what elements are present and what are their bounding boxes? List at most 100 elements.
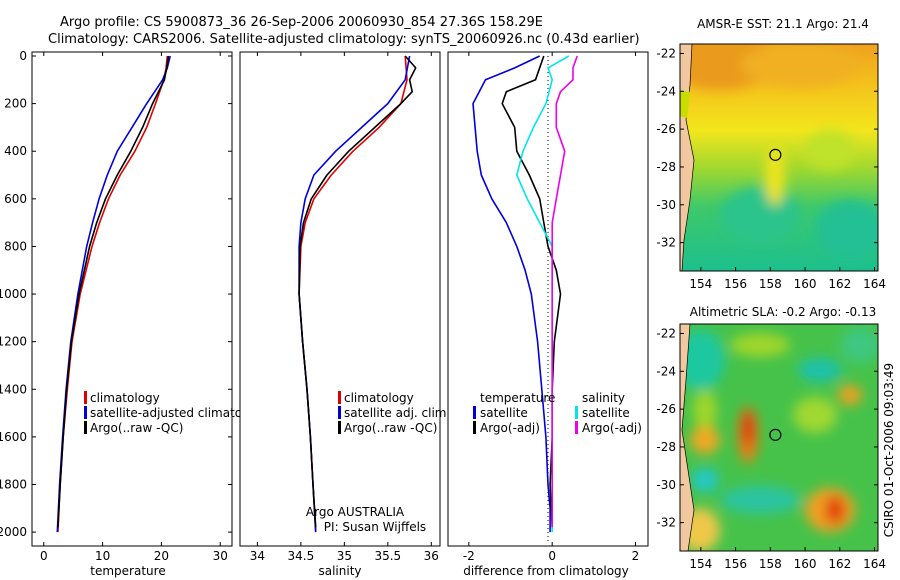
depth-tick-label: 1800 xyxy=(0,477,27,491)
lat-tick-label: -32 xyxy=(656,236,676,250)
x-tick-label: 2 xyxy=(632,549,640,563)
lon-tick-label: 162 xyxy=(828,557,851,571)
depth-tick-label: 200 xyxy=(4,97,27,111)
lon-tick-label: 154 xyxy=(689,277,712,291)
legend-satellite: satellite-adjusted climatolog xyxy=(90,406,260,420)
sst-map-axes: 154 156 158 160 162 164 -22 -24 -26 -28 -30 -32 xyxy=(656,46,886,291)
difference-x-axis: -2 0 2 xyxy=(463,52,639,563)
lon-tick-label: 160 xyxy=(794,557,817,571)
temperature-x-label: temperature xyxy=(90,564,165,578)
x-tick-label: -2 xyxy=(463,549,475,563)
legend-argo: Argo(..raw -QC) xyxy=(344,421,437,435)
series-salinity-argo xyxy=(551,55,578,528)
temperature-x-axis: 0 10 20 30 xyxy=(40,52,228,563)
temperature-lines xyxy=(56,55,171,533)
series-argo xyxy=(298,55,417,528)
legend-swatch-sal-argo xyxy=(575,421,578,434)
lat-tick-label: -30 xyxy=(656,478,676,492)
legend-sal-satellite: satellite xyxy=(582,406,630,420)
difference-panel: -2 0 2 difference from climatology tempera… xyxy=(447,51,649,578)
lon-tick-label: 154 xyxy=(689,557,712,571)
difference-legend: temperature satellite Argo(-adj) salinit… xyxy=(473,391,642,435)
lon-tick-label: 160 xyxy=(794,277,817,291)
depth-tick-label: 1600 xyxy=(0,430,27,444)
lon-tick-label: 164 xyxy=(863,557,886,571)
temperature-plot-frame xyxy=(31,51,233,547)
depth-tick-label: 0 xyxy=(19,49,27,63)
legend-temp-argo: Argo(-adj) xyxy=(480,421,540,435)
legend-climatology: climatology xyxy=(90,391,160,405)
difference-lines xyxy=(472,55,578,533)
lat-tick-label: -22 xyxy=(656,326,676,340)
depth-tick-label: 800 xyxy=(4,239,27,253)
lat-tick-label: -22 xyxy=(656,46,676,60)
lat-tick-label: -24 xyxy=(656,364,676,378)
argo-australia-label: Argo AUSTRALIA xyxy=(306,505,405,519)
salinity-x-label: salinity xyxy=(318,564,361,578)
argo-float-marker xyxy=(769,428,782,441)
lat-tick-label: -26 xyxy=(656,122,676,136)
csiro-timestamp: CSIRO 01-Oct-2006 09:03:49 xyxy=(882,363,896,537)
lon-tick-label: 158 xyxy=(759,277,782,291)
x-tick-label: 0 xyxy=(548,549,556,563)
lat-tick-label: -30 xyxy=(656,198,676,212)
salinity-panel: 34 34.5 35 35.5 36 salinity climatology sate… xyxy=(239,51,450,578)
legend-swatch-satellite xyxy=(338,406,341,419)
sst-nodata xyxy=(680,90,690,118)
lat-tick-label: -26 xyxy=(656,402,676,416)
sla-landmass xyxy=(680,324,695,551)
legend-salinity-heading: salinity xyxy=(582,391,625,405)
temperature-legend: climatology satellite-adjusted climatolo… xyxy=(84,391,260,435)
salinity-lines xyxy=(298,55,417,533)
salinity-legend: climatology satellite adj. clim. Argo(..… xyxy=(338,391,450,435)
sla-map-axes: 154 156 158 160 162 164 -22 -24 -26 -28 -30 -32 xyxy=(656,326,886,571)
x-tick-label: 35 xyxy=(337,549,352,563)
depth-tick-label: 400 xyxy=(4,144,27,158)
legend-temp-satellite: satellite xyxy=(480,406,528,420)
legend-swatch-temp-argo xyxy=(473,421,476,434)
legend-sal-argo: Argo(-adj) xyxy=(582,421,642,435)
lon-tick-label: 162 xyxy=(828,277,851,291)
sla-map-panel: Altimetric SLA: -0.2 Argo: -0.13 xyxy=(656,305,886,571)
depth-tick-label: 1000 xyxy=(0,287,27,301)
pi-label: PI: Susan Wijffels xyxy=(324,520,426,534)
sst-map-frame xyxy=(679,43,879,272)
legend-temperature-heading: temperature xyxy=(480,391,555,405)
x-tick-label: 34.5 xyxy=(288,549,315,563)
sla-map-title: Altimetric SLA: -0.2 Argo: -0.13 xyxy=(690,305,877,319)
legend-satellite: satellite adj. clim. xyxy=(344,406,450,420)
legend-swatch-satellite xyxy=(84,406,87,419)
depth-tick-label: 2000 xyxy=(0,525,27,539)
legend-swatch-argo xyxy=(84,421,87,434)
sst-heatmap xyxy=(680,44,878,271)
sst-map-panel: AMSR-E SST: 21.1 Argo: 21.4 154 156 158 160… xyxy=(656,17,886,291)
x-tick-label: 20 xyxy=(154,549,169,563)
legend-swatch-climatology xyxy=(338,391,341,404)
legend-swatch-sal-satellite xyxy=(575,406,578,419)
depth-tick-label: 600 xyxy=(4,192,27,206)
legend-argo: Argo(..raw -QC) xyxy=(90,421,183,435)
x-tick-label: 0 xyxy=(40,549,48,563)
legend-climatology: climatology xyxy=(344,391,414,405)
lon-tick-label: 164 xyxy=(863,277,886,291)
x-tick-label: 34 xyxy=(250,549,265,563)
sla-heatmap xyxy=(680,324,878,551)
x-tick-label: 30 xyxy=(213,549,228,563)
depth-tick-label: 1200 xyxy=(0,335,27,349)
x-tick-label: 10 xyxy=(95,549,110,563)
x-tick-label: 35.5 xyxy=(374,549,401,563)
series-argo xyxy=(57,55,170,528)
legend-swatch-argo xyxy=(338,421,341,434)
figure-title-line1: Argo profile: CS 5900873_36 26-Sep-2006 … xyxy=(60,15,543,30)
series-temperature-satellite xyxy=(472,55,551,533)
argo-float-marker xyxy=(769,148,782,161)
depth-tick-label: 1400 xyxy=(0,382,27,396)
x-tick-label: 36 xyxy=(424,549,439,563)
lat-tick-label: -28 xyxy=(656,440,676,454)
sla-map-frame xyxy=(679,323,879,552)
sst-map-title: AMSR-E SST: 21.1 Argo: 21.4 xyxy=(697,17,869,31)
salinity-x-axis: 34 34.5 35 35.5 36 xyxy=(250,52,439,563)
lon-tick-label: 156 xyxy=(724,557,747,571)
